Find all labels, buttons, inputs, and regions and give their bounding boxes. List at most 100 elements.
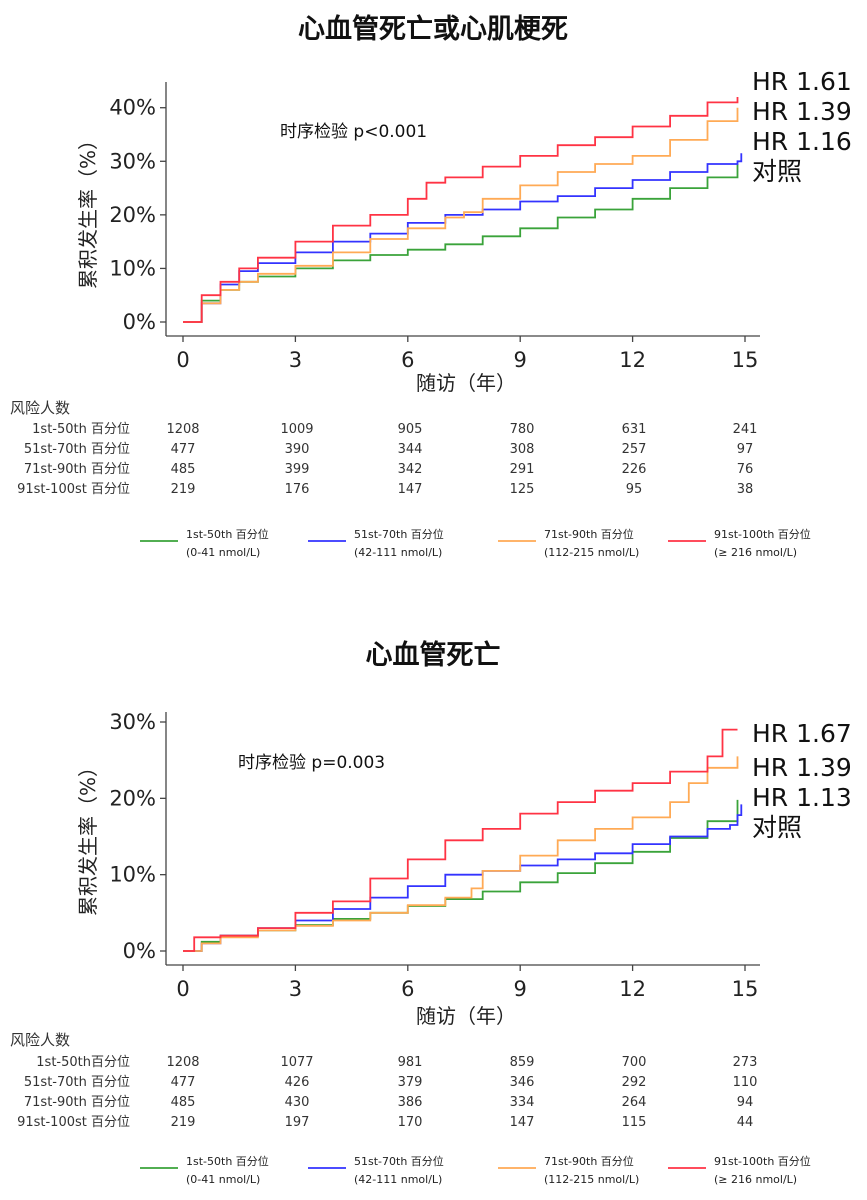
- risk-count: 110: [733, 1075, 758, 1090]
- risk-count: 485: [171, 462, 196, 477]
- y-axis-label: 累积发生率（%）: [76, 757, 100, 916]
- y-tick-label: 30%: [109, 710, 156, 734]
- risk-count: 291: [510, 462, 535, 477]
- y-tick-label: 10%: [109, 256, 156, 280]
- risk-row-label: 71st-90th 百分位: [24, 1095, 130, 1110]
- hr-label: HR 1.67: [752, 719, 852, 748]
- risk-count: 477: [171, 1075, 196, 1090]
- legend-range: (42-111 nmol/L): [354, 546, 442, 559]
- risk-count: 859: [510, 1055, 535, 1070]
- y-tick-label: 10%: [109, 863, 156, 887]
- risk-count: 1009: [280, 422, 313, 437]
- risk-count: 700: [622, 1055, 647, 1070]
- risk-count: 379: [398, 1075, 423, 1090]
- risk-count: 176: [285, 482, 310, 497]
- logrank-test-label: 时序检验 p<0.001: [280, 122, 427, 142]
- risk-count: 257: [622, 442, 647, 457]
- chart-1: 心血管死亡或心肌梗死 0% 10% 20% 30% 40% 0 3 6 9 12 15 累积发生率（%）…: [10, 14, 852, 559]
- hr-label: 对照: [752, 813, 802, 842]
- risk-count: 292: [622, 1075, 647, 1090]
- risk-count: 780: [510, 422, 535, 437]
- risk-row-label: 91st-100st 百分位: [17, 1115, 130, 1130]
- legend-label: 71st-90th 百分位: [544, 527, 634, 541]
- legend-range: (≥ 216 nmol/L): [714, 1173, 797, 1186]
- risk-count: 631: [622, 422, 647, 437]
- risk-count: 1077: [280, 1055, 313, 1070]
- series-line-4: [183, 97, 739, 323]
- risk-count: 219: [171, 482, 196, 497]
- risk-count: 115: [622, 1115, 647, 1130]
- risk-count: 94: [737, 1095, 754, 1110]
- x-tick-label: 6: [401, 348, 414, 372]
- x-tick-label: 3: [289, 348, 302, 372]
- risk-count: 426: [285, 1075, 310, 1090]
- legend-label: 1st-50th 百分位: [186, 527, 269, 541]
- x-tick-label: 12: [619, 348, 646, 372]
- y-axis-label: 累积发生率（%）: [76, 130, 100, 289]
- risk-count: 905: [398, 422, 423, 437]
- x-tick-label: 0: [176, 977, 189, 1001]
- hr-label: HR 1.39: [752, 753, 852, 782]
- risk-count: 344: [398, 442, 423, 457]
- risk-count: 125: [510, 482, 535, 497]
- y-tick-label: 30%: [109, 149, 156, 173]
- chart-title: 心血管死亡或心肌梗死: [298, 14, 568, 45]
- legend-label: 71st-90th 百分位: [544, 1154, 634, 1168]
- risk-count: 390: [285, 442, 310, 457]
- series-line-1: [183, 164, 739, 323]
- logrank-test-label: 时序检验 p=0.003: [238, 753, 385, 773]
- risk-count: 97: [737, 442, 754, 457]
- x-axis-label: 随访（年）: [416, 1004, 516, 1028]
- legend-range: (112-215 nmol/L): [544, 546, 639, 559]
- hr-label: HR 1.13: [752, 783, 852, 812]
- x-tick-label: 9: [514, 977, 527, 1001]
- hr-label: HR 1.39: [752, 97, 852, 126]
- risk-count: 1208: [166, 1055, 199, 1070]
- hr-label: HR 1.61: [752, 67, 852, 96]
- legend-label: 91st-100th 百分位: [714, 527, 811, 541]
- x-tick-label: 9: [514, 348, 527, 372]
- x-tick-label: 12: [619, 977, 646, 1001]
- legend-range: (0-41 nmol/L): [186, 1173, 260, 1186]
- risk-count: 477: [171, 442, 196, 457]
- risk-count: 170: [398, 1115, 423, 1130]
- risk-count: 430: [285, 1095, 310, 1110]
- risk-count: 197: [285, 1115, 310, 1130]
- legend-range: (42-111 nmol/L): [354, 1173, 442, 1186]
- risk-count: 241: [733, 422, 758, 437]
- y-tick-label: 20%: [109, 786, 156, 810]
- y-tick-label: 0%: [123, 939, 156, 963]
- legend-range: (≥ 216 nmol/L): [714, 546, 797, 559]
- chart-2: 心血管死亡 0% 10% 20% 30% 0 3 6 9 12 15 累积发生率（%） 随访（年） 时序检…: [10, 640, 852, 1186]
- hr-label: HR 1.16: [752, 127, 852, 156]
- legend-range: (112-215 nmol/L): [544, 1173, 639, 1186]
- risk-row-label: 51st-70th 百分位: [24, 1075, 130, 1090]
- risk-table-title: 风险人数: [10, 399, 70, 417]
- risk-count: 1208: [166, 422, 199, 437]
- risk-row-label: 1st-50th 百分位: [32, 422, 130, 437]
- series-line-2: [183, 804, 743, 952]
- risk-count: 386: [398, 1095, 423, 1110]
- legend-label: 51st-70th 百分位: [354, 1154, 444, 1168]
- legend-label: 91st-100th 百分位: [714, 1154, 811, 1168]
- legend-label: 1st-50th 百分位: [186, 1154, 269, 1168]
- risk-count: 38: [737, 482, 754, 497]
- risk-count: 219: [171, 1115, 196, 1130]
- x-axis-label: 随访（年）: [416, 371, 516, 395]
- risk-row-label: 91st-100st 百分位: [17, 482, 130, 497]
- hr-label: 对照: [752, 157, 802, 186]
- chart-title: 心血管死亡: [366, 640, 501, 671]
- risk-row-label: 71st-90th 百分位: [24, 462, 130, 477]
- risk-row-label: 1st-50th百分位: [36, 1055, 130, 1070]
- series-line-2: [183, 153, 743, 323]
- risk-count: 342: [398, 462, 423, 477]
- risk-count: 334: [510, 1095, 535, 1110]
- x-tick-label: 6: [401, 977, 414, 1001]
- legend-label: 51st-70th 百分位: [354, 527, 444, 541]
- risk-count: 981: [398, 1055, 423, 1070]
- x-tick-label: 15: [732, 348, 759, 372]
- risk-count: 346: [510, 1075, 535, 1090]
- y-tick-label: 0%: [123, 310, 156, 334]
- risk-count: 95: [626, 482, 643, 497]
